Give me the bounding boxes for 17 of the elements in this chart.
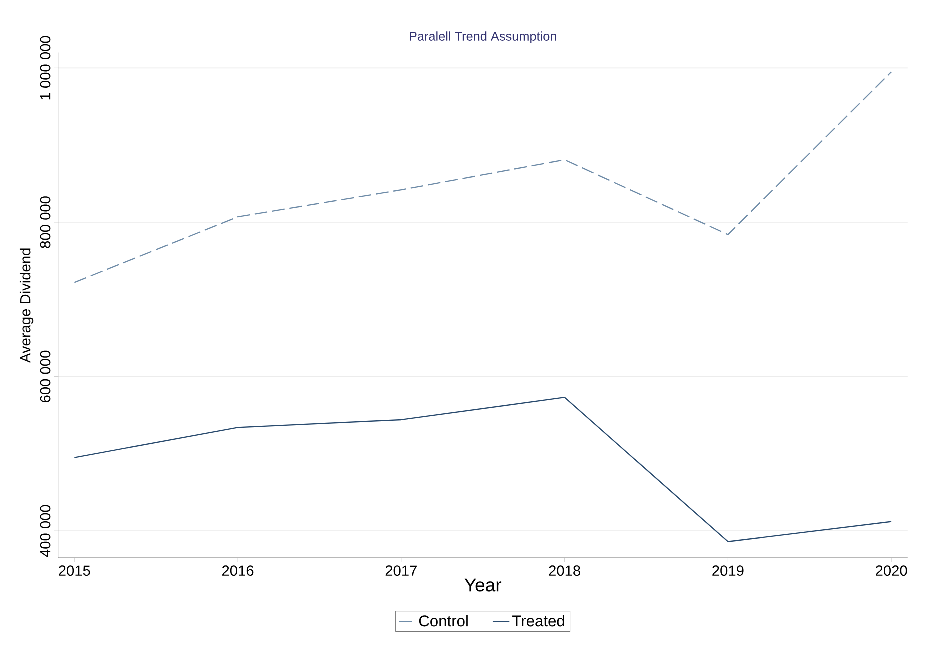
y-tick-label: 800 000 [40, 196, 51, 248]
x-axis-title: Year [464, 578, 502, 592]
x-tick-label: 2015 [59, 566, 90, 576]
legend-label: Treated [512, 615, 564, 627]
x-tick-label: 2019 [712, 566, 744, 576]
y-tick-label: 1 000 000 [40, 36, 51, 100]
chart-title: Paralell Trend Assumption [410, 31, 556, 44]
x-tick-label: 2017 [386, 566, 417, 576]
line-series [74, 71, 892, 284]
y-tick-label: 600 000 [40, 350, 51, 402]
y-tick-label: 400 000 [40, 505, 51, 558]
y-axis-title: Average Dividend [20, 248, 34, 363]
x-tick-label: 2020 [876, 566, 908, 576]
legend-label: Control [419, 615, 468, 627]
line-series [74, 396, 892, 542]
x-tick-label: 2018 [549, 566, 580, 576]
x-tick-label: 2016 [222, 566, 254, 576]
